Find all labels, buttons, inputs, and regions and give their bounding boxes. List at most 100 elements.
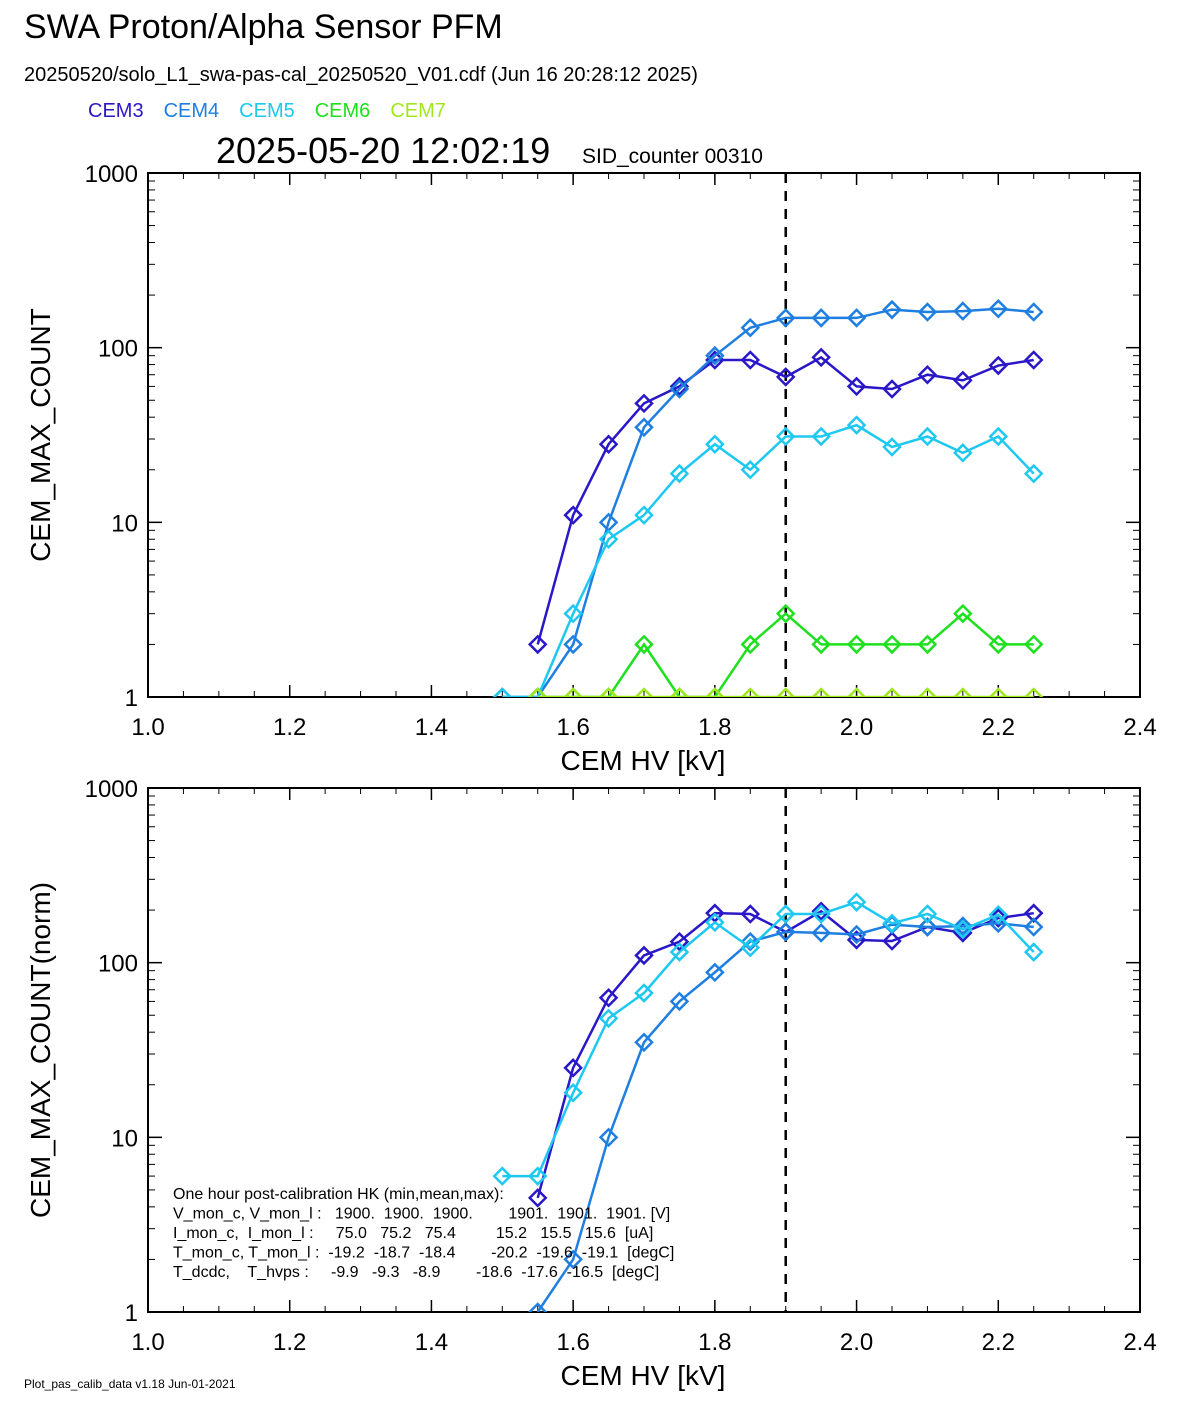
data-point [1023,463,1044,484]
data-point [882,634,902,655]
data-point [598,1127,619,1148]
data-point [634,393,654,414]
data-point [811,634,831,655]
data-point [775,922,796,942]
data-point [882,931,902,951]
data-point [527,1188,548,1208]
data-point [1023,917,1044,937]
data-point [917,302,938,322]
series-cem3 [527,347,1044,655]
data-point [1023,302,1044,322]
file-subtitle: 20250520/solo_L1_swa-pas-cal_20250520_V0… [24,64,698,86]
data-point [988,687,1009,697]
x-tick-label: 1.4 [415,714,448,741]
data-point [563,603,583,624]
page-title: SWA Proton/Alpha Sensor PFM [24,8,503,46]
x-tick-label: 2.0 [840,714,873,741]
data-point [917,904,938,924]
data-point [988,298,1009,319]
x-tick-label: 2.4 [1123,714,1156,741]
data-point [775,603,796,624]
series-line [537,612,1034,697]
series-cem7 [527,687,1044,697]
data-point [953,919,973,940]
y-tick-label: 10 [111,510,138,537]
data-point [598,434,619,454]
data-point [917,634,938,655]
data-point [775,687,796,697]
legend-item-cem5: CEM5 [239,100,295,122]
data-point [669,463,690,484]
x-axis-title: CEM HV [kV] [561,1360,726,1391]
series-line [502,423,1035,697]
data-point [634,1032,654,1053]
data-point [634,687,654,697]
series-line [502,307,1034,697]
data-point [705,687,725,697]
y-axis-title: CEM_MAX_COUNT(norm) [25,882,56,1218]
data-point [988,355,1009,376]
x-tick-label: 2.4 [1123,1329,1156,1356]
data-point [1023,687,1044,697]
data-point [811,923,831,943]
data-point [740,459,761,480]
data-point [669,687,690,697]
data-point [634,945,654,966]
data-point [811,687,831,697]
data-point [492,1166,513,1186]
data-point [953,603,973,624]
data-point [527,1302,548,1312]
legend-item-cem6: CEM6 [314,100,371,122]
data-point [1023,942,1044,962]
data-point [705,434,725,454]
hk-annotation-line: V_mon_c, V_mon_l : 1900. 1900. 1900. 190… [173,1206,670,1223]
data-point [882,687,902,697]
data-point [917,687,938,697]
data-point [988,908,1009,928]
data-point [775,904,796,924]
data-point [669,942,690,962]
data-point [775,426,796,447]
x-tick-label: 1.4 [415,1329,448,1356]
data-point [492,687,513,697]
data-point [1023,903,1044,923]
data-point [740,350,761,370]
x-tick-label: 2.0 [840,1329,873,1356]
data-point [563,1082,583,1103]
data-point [634,634,654,655]
hk-annotation-line: T_mon_c, T_mon_l : -19.2 -18.7 -18.4 -20… [173,1245,674,1262]
data-point [846,687,867,697]
data-point [527,1166,548,1186]
data-point [563,1249,583,1270]
data-point [669,991,690,1012]
data-point [882,437,902,457]
series-line [502,900,1035,1178]
data-point [811,426,831,447]
chart-2: 1.0 1.2 1.4 1.6 1.8 2.0 2.2 2.4 1 10 100 1000 CEM HV… [25,776,1157,1391]
data-point [811,904,831,924]
timestamp: 2025-05-20 12:02:19 [216,130,551,171]
data-point [917,426,938,447]
data-point [882,299,902,320]
data-point [740,634,761,655]
data-point [953,301,973,321]
data-point [846,415,867,435]
data-point [740,317,761,338]
x-tick-label: 1.8 [698,1329,731,1356]
data-point [953,443,973,463]
x-tick-label: 2.2 [982,714,1015,741]
hk-annotation-line: One hour post-calibration HK (min,mean,m… [173,1186,504,1203]
x-tick-label: 1.6 [556,1329,589,1356]
x-tick-label: 1.2 [273,714,306,741]
data-point [634,417,654,438]
data-point [846,892,867,912]
data-point [527,634,548,655]
data-point [1023,350,1044,370]
data-point [846,308,867,328]
series-cem4 [492,298,1044,697]
data-point [705,912,725,933]
data-point [953,370,973,391]
data-point [634,983,654,1003]
y-tick-label: 1 [125,1300,138,1327]
data-point [705,345,725,366]
